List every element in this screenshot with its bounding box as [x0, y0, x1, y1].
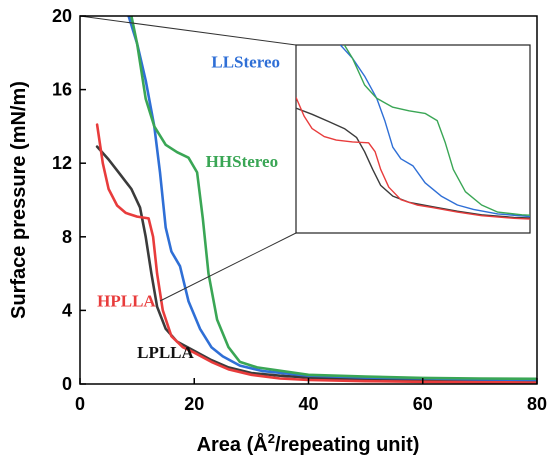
series-layer [95, 16, 537, 384]
y-tick-label-4: 4 [62, 300, 72, 320]
inset-line-hhstereo [343, 45, 530, 216]
label-lplla: LPLLA [137, 343, 194, 362]
x-tick-label-80: 80 [527, 394, 547, 414]
ticks-layer: 0 20 40 60 80 0 4 8 12 16 20 [52, 6, 547, 414]
x-tick-label-60: 60 [413, 394, 433, 414]
x-tick-label-20: 20 [184, 394, 204, 414]
zoom-connector-top [79, 15, 297, 46]
x-tick-label-40: 40 [298, 394, 318, 414]
series-line-hplla [95, 123, 537, 384]
y-tick-label-12: 12 [52, 153, 72, 173]
y-axis-title: Surface pressure (mN/m) [8, 81, 30, 319]
series-line-lplla [95, 145, 537, 384]
inset-line-hplla [296, 97, 530, 220]
x-axis-title: Area (Å2/repeating unit) [197, 431, 420, 456]
label-hplla: HPLLA [97, 292, 156, 311]
inset-layer [296, 45, 530, 220]
y-tick-label-8: 8 [62, 227, 72, 247]
label-llstereo: LLStereo [211, 53, 280, 72]
y-tick-label-0: 0 [62, 374, 72, 394]
inset-line-lplla [296, 107, 530, 219]
label-hhstereo: HHStereo [206, 152, 278, 171]
series-line-hhstereo [130, 16, 537, 381]
zoom-connector-bottom [159, 232, 297, 302]
x-tick-label-0: 0 [75, 394, 85, 414]
y-tick-label-16: 16 [52, 80, 72, 100]
y-tick-label-20: 20 [52, 6, 72, 26]
